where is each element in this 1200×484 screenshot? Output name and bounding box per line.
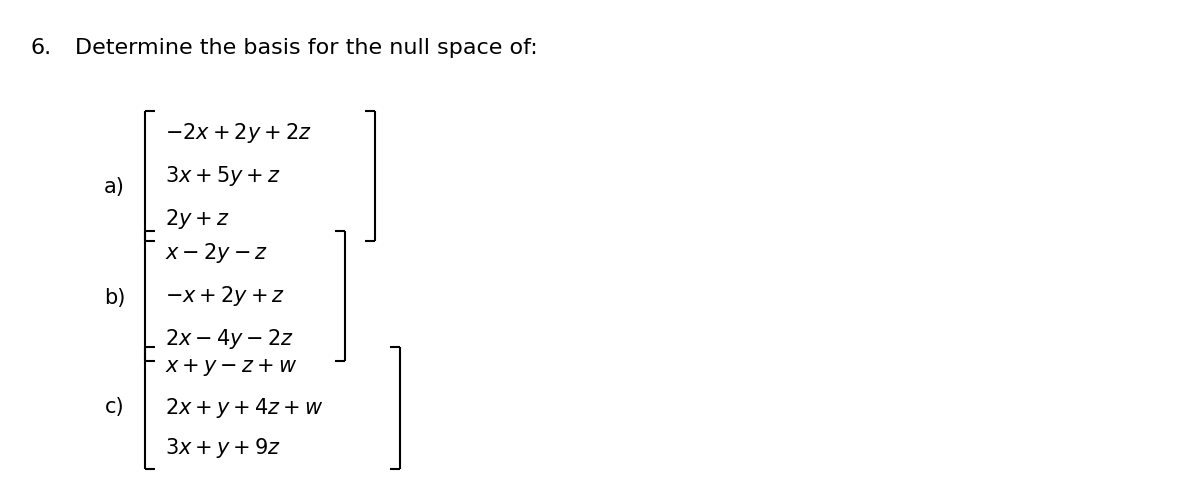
- Text: $x + y - z + w$: $x + y - z + w$: [166, 358, 298, 378]
- Text: Determine the basis for the null space of:: Determine the basis for the null space o…: [74, 38, 538, 58]
- Text: a): a): [104, 177, 125, 197]
- Text: $-x + 2y + z$: $-x + 2y + z$: [166, 284, 286, 308]
- Text: $2y + z$: $2y + z$: [166, 207, 229, 231]
- Text: $x - 2y - z$: $x - 2y - z$: [166, 241, 268, 265]
- Text: b): b): [103, 288, 125, 308]
- Text: $2x - 4y - 2z$: $2x - 4y - 2z$: [166, 327, 294, 351]
- Text: $-2x + 2y + 2z$: $-2x + 2y + 2z$: [166, 121, 312, 145]
- Text: $2x + y + 4z + w$: $2x + y + 4z + w$: [166, 396, 323, 420]
- Text: $3x + y + 9z$: $3x + y + 9z$: [166, 436, 281, 460]
- Text: 6.: 6.: [30, 38, 52, 58]
- Text: c): c): [106, 397, 125, 417]
- Text: $3x + 5y + z$: $3x + 5y + z$: [166, 164, 281, 188]
